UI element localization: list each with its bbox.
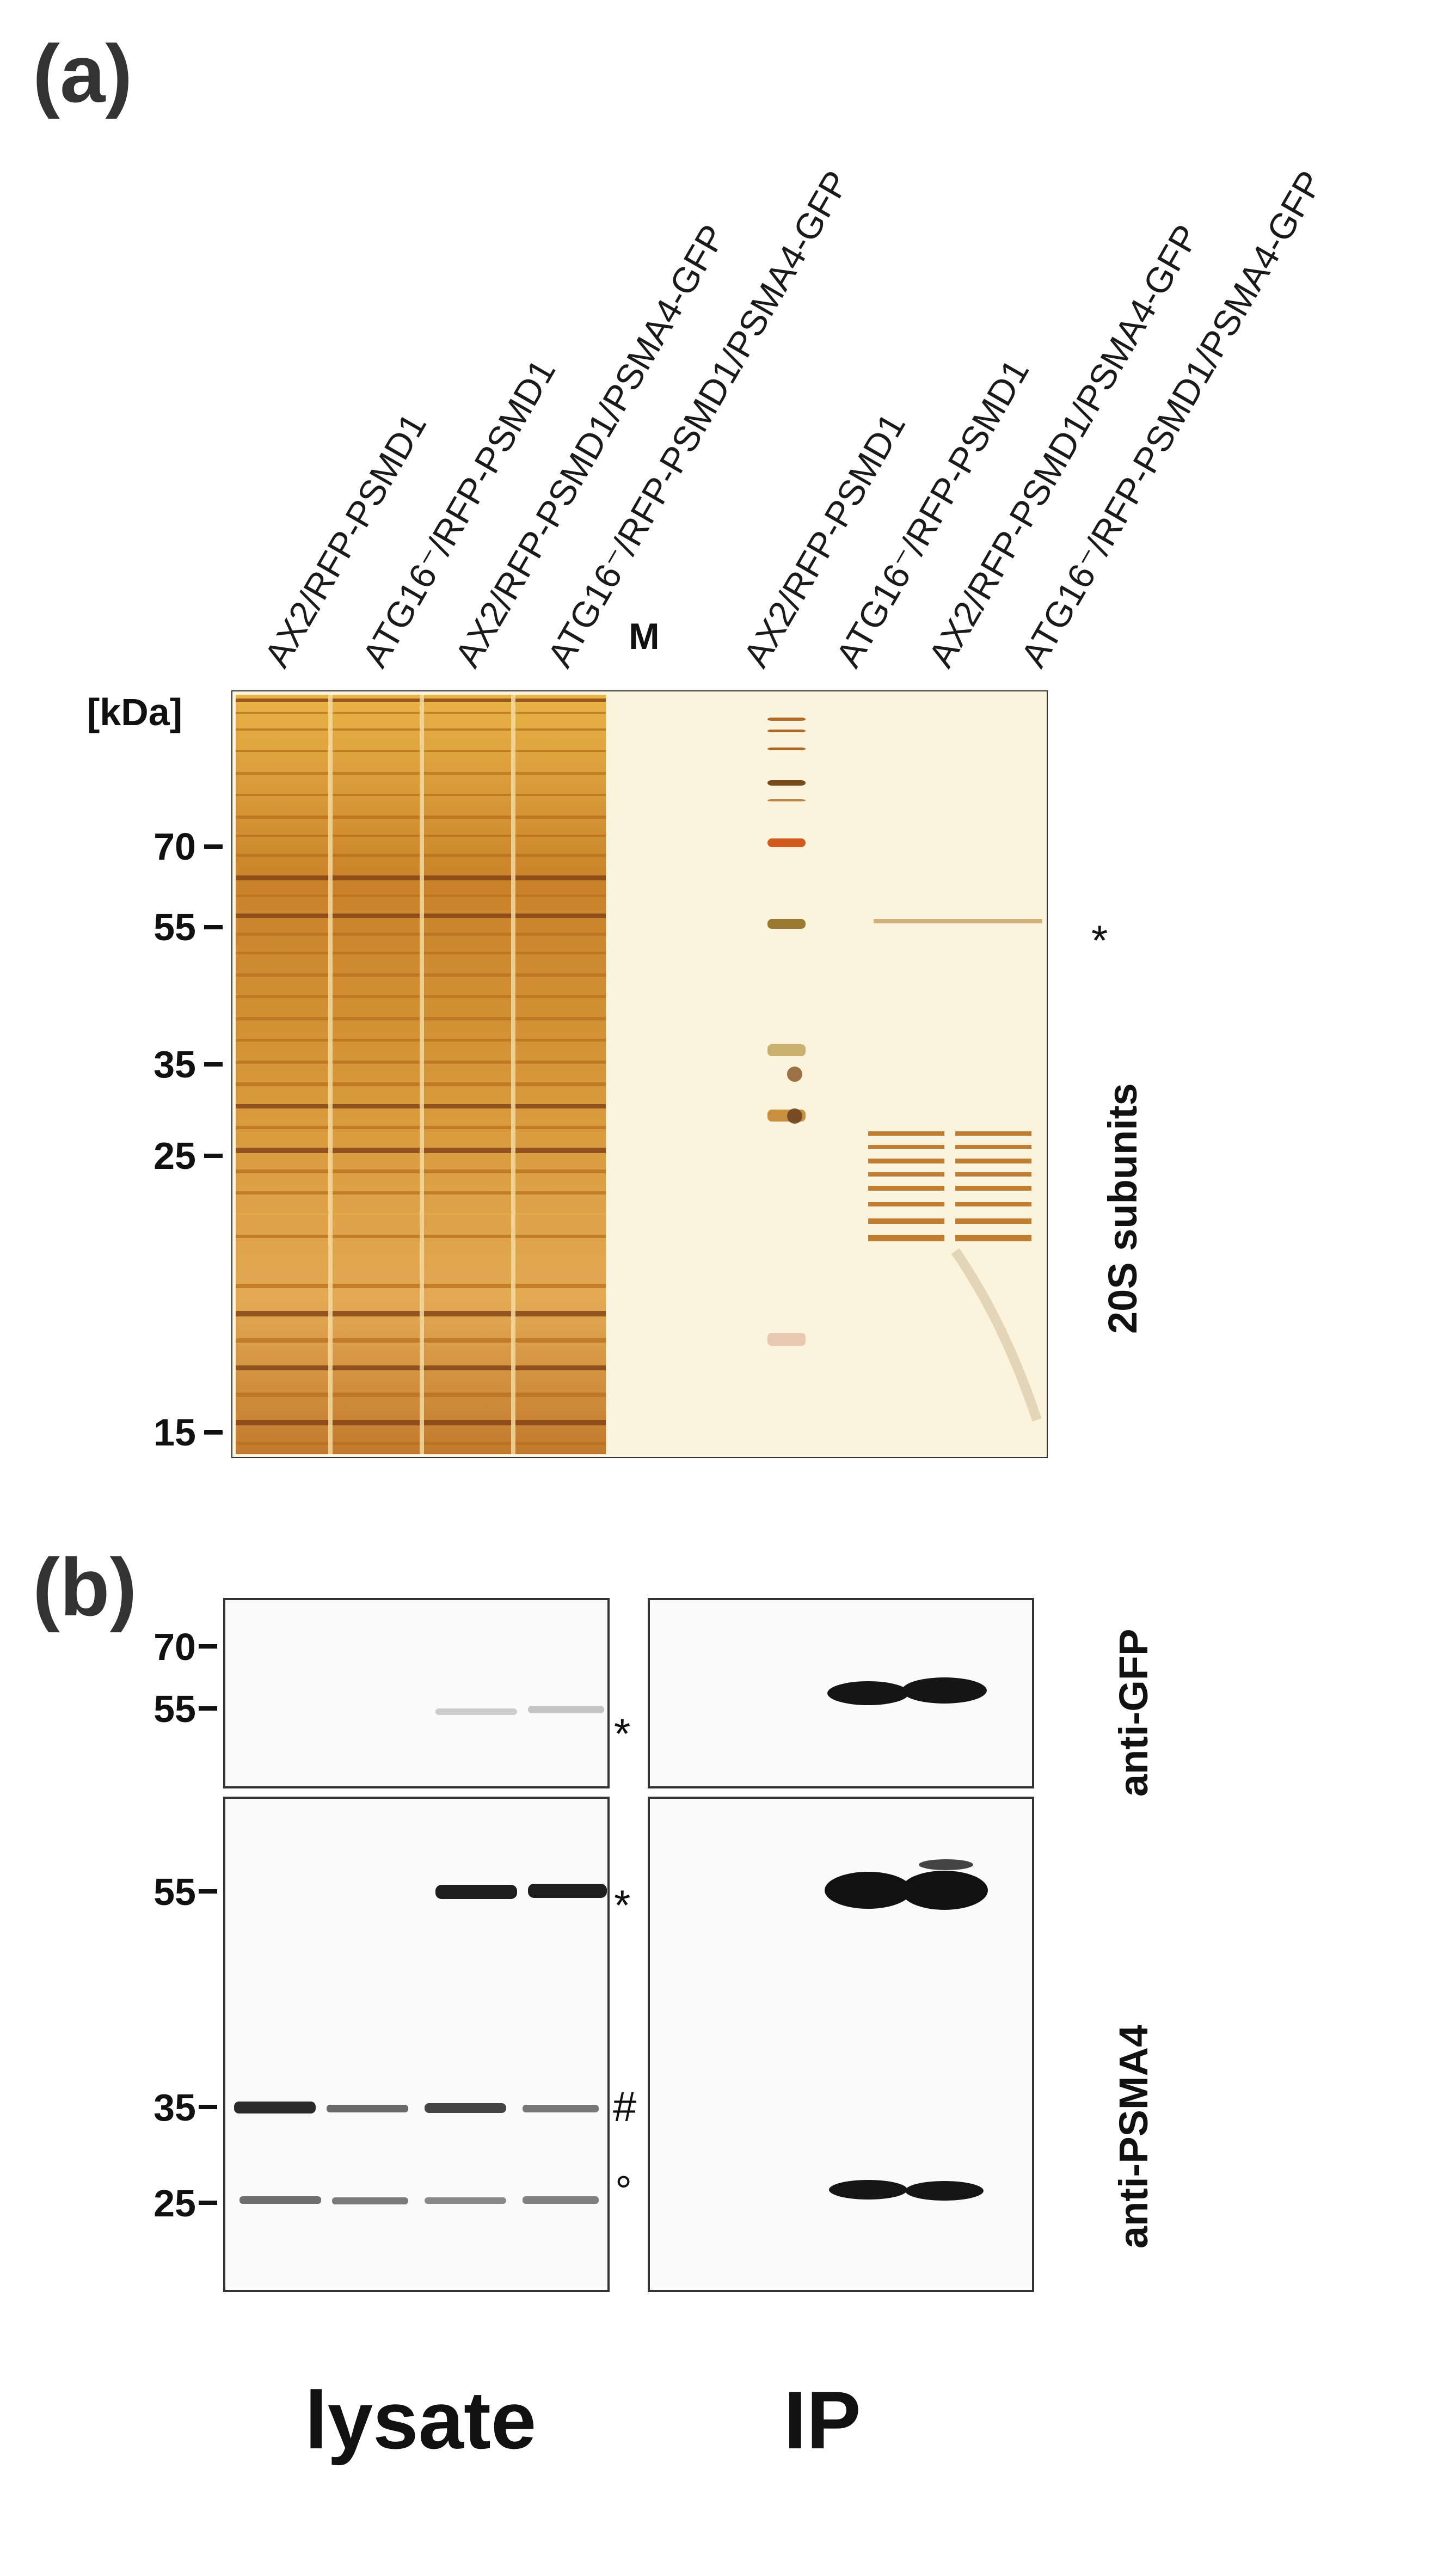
- marker-band: [767, 799, 806, 801]
- marker-lane-label: M: [629, 616, 660, 657]
- ip-20s-band: [868, 1159, 944, 1163]
- ip-20s-band: [955, 1186, 1031, 1191]
- ip-20s-band: [955, 1159, 1031, 1163]
- ip-20s-band: [868, 1172, 944, 1177]
- tick-15: [204, 1430, 223, 1435]
- b2-marker-55: 55: [153, 1871, 196, 1913]
- tick-70: [204, 844, 223, 849]
- panel-a-label: (a): [33, 28, 133, 119]
- blot-ip-gfp: [648, 1598, 1034, 1788]
- marker-band: [767, 919, 806, 929]
- panel-b-label: (b): [33, 1541, 137, 1633]
- ip-20s-band: [955, 1235, 1031, 1241]
- b-tick-70: [199, 1644, 217, 1649]
- degree-psma4-lysate: °: [615, 2167, 632, 2215]
- 20s-subunits-label: 20S subunits: [1100, 1083, 1145, 1334]
- tick-35: [204, 1062, 223, 1067]
- ip-20s-band: [868, 1186, 944, 1191]
- marker-band: [767, 718, 806, 721]
- marker-70: 70: [153, 825, 196, 868]
- blot-ip-psma4: [648, 1797, 1034, 2292]
- marker-band: [767, 748, 806, 750]
- lysate-label: lysate: [305, 2374, 537, 2466]
- marker-25: 25: [153, 1135, 196, 1177]
- marker-band: [767, 838, 806, 847]
- ip-20s-band: [955, 1202, 1031, 1206]
- ip-20s-band: [955, 1131, 1031, 1136]
- hash-psma4-lysate: #: [613, 2082, 637, 2130]
- marker-band: [767, 780, 806, 786]
- ip-20s-band: [955, 1218, 1031, 1224]
- marker-band: [767, 1333, 806, 1346]
- b2-marker-25: 25: [153, 2182, 196, 2225]
- b2-tick-35: [199, 2105, 217, 2109]
- b-marker-70: 70: [153, 1626, 196, 1668]
- b2-tick-25: [199, 2201, 217, 2205]
- marker-15: 15: [153, 1411, 196, 1454]
- ip-20s-band: [868, 1235, 944, 1241]
- kda-header: [kDa]: [87, 691, 183, 733]
- tick-25: [204, 1154, 223, 1158]
- anti-gfp-label: anti-GFP: [1111, 1628, 1156, 1797]
- silver-stained-gel: [231, 690, 1048, 1458]
- marker-band: [767, 1044, 806, 1056]
- ip-20s-band: [868, 1218, 944, 1224]
- star-psma4-lysate: *: [614, 1881, 631, 1929]
- star-55-gel: *: [1091, 916, 1108, 964]
- tick-55: [204, 925, 223, 929]
- blot-lysate-psma4: [223, 1797, 610, 2292]
- ip-20s-band: [868, 1202, 944, 1206]
- anti-psma4-label: anti-PSMA4: [1111, 2024, 1156, 2249]
- b-marker-55: 55: [153, 1688, 196, 1730]
- marker-55: 55: [153, 906, 196, 948]
- ip-20s-band: [868, 1131, 944, 1136]
- marker-35: 35: [153, 1043, 196, 1086]
- ip-label: IP: [784, 2374, 861, 2466]
- star-gfp-lysate: *: [614, 1710, 631, 1757]
- blot-lysate-gfp: [223, 1598, 610, 1788]
- b2-marker-35: 35: [153, 2086, 196, 2129]
- ip-20s-band: [955, 1145, 1031, 1149]
- ip-20s-band: [955, 1172, 1031, 1177]
- ip-20s-band: [868, 1145, 944, 1149]
- b-tick-55: [199, 1706, 217, 1711]
- marker-band: [767, 730, 806, 732]
- b2-tick-55: [199, 1889, 217, 1894]
